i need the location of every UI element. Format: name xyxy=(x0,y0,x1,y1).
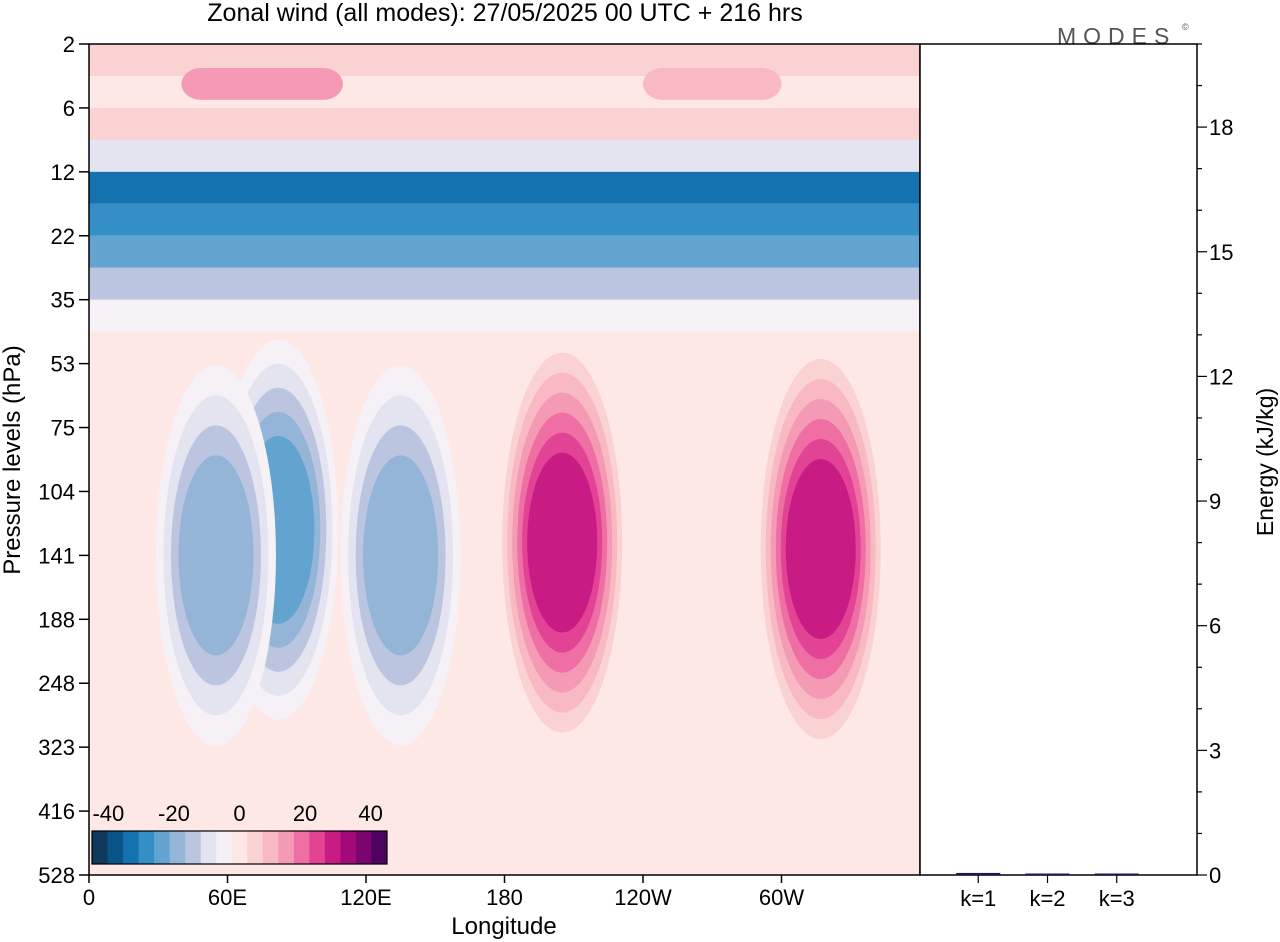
energy-axis-label: Energy (kJ/kg) xyxy=(1252,388,1278,536)
energy-category-label: k=1 xyxy=(960,886,996,911)
colorbar-label: 20 xyxy=(293,801,317,826)
colorbar-swatch xyxy=(92,831,109,864)
energy-tick-label: 3 xyxy=(1209,738,1221,763)
level-band xyxy=(89,203,920,236)
y-tick-label: 22 xyxy=(51,224,75,249)
energy-tick-label: 12 xyxy=(1209,364,1233,389)
colorbar-swatch xyxy=(340,831,357,864)
colorbar-label: -40 xyxy=(92,801,124,826)
level-band xyxy=(181,67,343,100)
y-tick-label: 141 xyxy=(38,543,75,568)
y-tick-label: 416 xyxy=(38,799,75,824)
energy-tick-label: 15 xyxy=(1209,240,1233,265)
energy-bar xyxy=(956,872,1001,875)
colorbar-swatch xyxy=(324,831,341,864)
colorbar-label: 40 xyxy=(358,801,382,826)
energy-tick-label: 6 xyxy=(1209,614,1221,639)
x-tick-label: 0 xyxy=(83,885,95,910)
x-tick-label: 120W xyxy=(614,885,672,910)
level-band xyxy=(89,139,920,172)
x-tick-label: 120E xyxy=(340,885,391,910)
level-band xyxy=(89,331,920,364)
y-tick-label: 12 xyxy=(51,160,75,185)
wind-feature xyxy=(178,455,254,656)
colorbar-swatch xyxy=(107,831,124,864)
x-tick-label: 180 xyxy=(486,885,523,910)
colorbar-swatch xyxy=(278,831,295,864)
y-tick-label: 53 xyxy=(51,352,75,377)
colorbar-swatch xyxy=(309,831,326,864)
level-band xyxy=(643,67,782,100)
contour-layer xyxy=(89,44,920,875)
y-tick-label: 35 xyxy=(51,288,75,313)
energy-panel: 0 3 6 9 12 15 18 k=1 k=2 k=3 xyxy=(956,43,1233,911)
y-tick-label: 6 xyxy=(63,96,75,121)
wind-feature xyxy=(785,458,856,639)
x-axis: 0 60E 120E 180 120W 60W xyxy=(83,875,804,910)
y-tick-label: 2 xyxy=(63,32,75,57)
colorbar-swatch xyxy=(231,831,248,864)
colorbar-swatch xyxy=(185,831,202,864)
y-axis: 2 6 12 22 35 53 75 104 141 188 248 323 416 528 xyxy=(38,32,89,888)
energy-tick-label: 9 xyxy=(1209,489,1221,514)
wind-feature xyxy=(527,452,598,633)
y-tick-label: 104 xyxy=(38,479,75,504)
energy-tick-label: 0 xyxy=(1209,863,1221,888)
colorbar-swatch xyxy=(138,831,155,864)
energy-tick-label: 18 xyxy=(1209,115,1233,140)
energy-category-label: k=3 xyxy=(1099,886,1135,911)
energy-category-label: k=2 xyxy=(1029,886,1065,911)
colorbar-swatch xyxy=(247,831,264,864)
x-tick-label: 60W xyxy=(759,885,804,910)
y-tick-label: 188 xyxy=(38,607,75,632)
level-band xyxy=(89,235,920,268)
level-band xyxy=(89,107,920,140)
colorbar: -40 -20 0 20 40 xyxy=(91,801,388,865)
colorbar-swatch xyxy=(371,831,388,864)
wind-feature xyxy=(363,455,439,656)
x-axis-label: Longitude xyxy=(451,913,556,940)
colorbar-label: -20 xyxy=(158,801,190,826)
energy-bar xyxy=(1094,873,1139,875)
colorbar-label: 0 xyxy=(233,801,245,826)
chart-title: Zonal wind (all modes): 27/05/2025 00 UT… xyxy=(207,0,802,27)
y-tick-label: 75 xyxy=(51,416,75,441)
colorbar-swatch xyxy=(355,831,372,864)
colorbar-swatch xyxy=(200,831,217,864)
colorbar-swatch xyxy=(216,831,233,864)
colorbar-swatch xyxy=(154,831,171,864)
y-axis-label: Pressure levels (hPa) xyxy=(0,345,26,574)
colorbar-swatch xyxy=(123,831,140,864)
colorbar-swatch xyxy=(293,831,310,864)
level-band xyxy=(89,299,920,332)
colorbar-swatch xyxy=(262,831,279,864)
y-tick-label: 248 xyxy=(38,671,75,696)
level-band xyxy=(89,267,920,300)
colorbar-swatch xyxy=(169,831,186,864)
x-tick-label: 60E xyxy=(208,885,247,910)
y-tick-label: 528 xyxy=(38,863,75,888)
energy-panel-frame xyxy=(919,43,1198,876)
energy-bar xyxy=(1025,873,1070,875)
colorbar-frame xyxy=(91,830,388,865)
y-tick-label: 323 xyxy=(38,735,75,760)
level-band xyxy=(89,171,920,204)
modes-logo-mark: © xyxy=(1182,22,1189,32)
